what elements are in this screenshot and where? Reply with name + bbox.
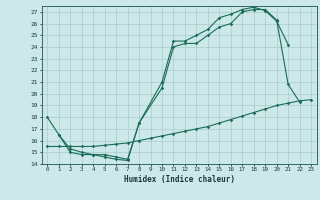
X-axis label: Humidex (Indice chaleur): Humidex (Indice chaleur) [124, 175, 235, 184]
